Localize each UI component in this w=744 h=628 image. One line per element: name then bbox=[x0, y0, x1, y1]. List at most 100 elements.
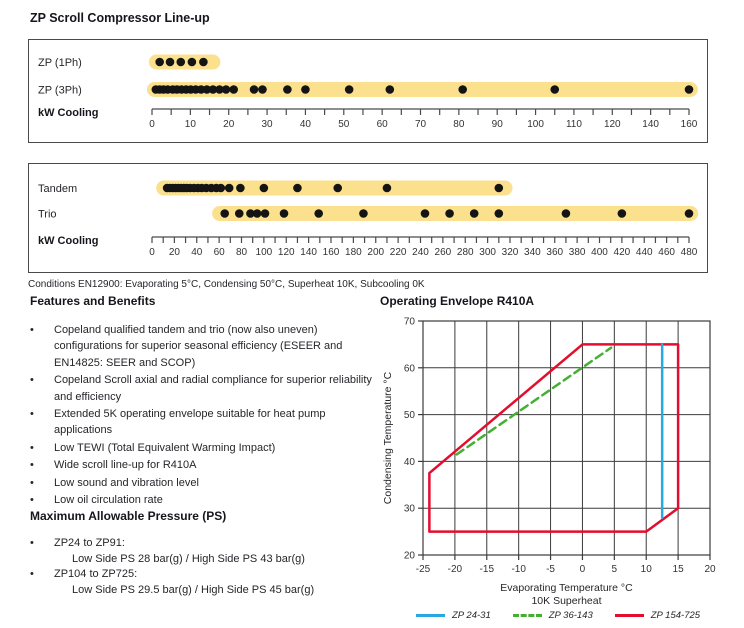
envelope-legend: ZP 24-31 ZP 36-143 ZP 154-725 bbox=[416, 610, 736, 621]
data-dot bbox=[246, 209, 255, 218]
data-dot bbox=[249, 85, 259, 94]
pressure-item: • ZP104 to ZP725: Low Side PS 29.5 bar(g) … bbox=[30, 567, 376, 598]
feature-item: • Low sound and vibration level bbox=[30, 475, 376, 491]
legend-line-swatch bbox=[614, 614, 644, 617]
features-list: • Copeland qualified tandem and trio (now… bbox=[30, 322, 376, 508]
data-dot bbox=[236, 183, 245, 193]
tick-label: 50 bbox=[338, 119, 350, 130]
pressure-values: Low Side PS 29.5 bar(g) / High Side PS 4… bbox=[72, 583, 315, 596]
features-heading: Features and Benefits bbox=[30, 294, 156, 308]
data-dot bbox=[684, 85, 694, 94]
data-dot bbox=[617, 209, 627, 218]
tick-label: 300 bbox=[479, 247, 496, 258]
series-zp-36-143 bbox=[455, 346, 613, 456]
lineup-multi-plot: Tandem Trio kW Cooling 0 20 40 60 80 100 120 140 16… bbox=[38, 180, 699, 258]
x-axis-title: Evaporating Temperature °C bbox=[500, 582, 633, 594]
tick-label: 140 bbox=[300, 247, 317, 258]
data-dot bbox=[199, 57, 208, 67]
tick-label: 320 bbox=[502, 247, 519, 258]
data-dot bbox=[494, 183, 504, 193]
pressure-item: • ZP24 to ZP91: Low Side PS 28 bar(g) / Hi… bbox=[30, 536, 376, 567]
data-dot bbox=[220, 209, 230, 218]
page-title: ZP Scroll Compressor Line-up bbox=[30, 11, 210, 25]
tick-label: 120 bbox=[604, 119, 621, 130]
data-dot bbox=[165, 57, 175, 67]
row-label: ZP (3Ph) bbox=[38, 85, 82, 97]
data-dot bbox=[344, 85, 354, 94]
x-axis-subtitle: 10K Superheat bbox=[531, 595, 601, 607]
bullet-marker: • bbox=[30, 568, 34, 581]
data-dot bbox=[420, 209, 430, 218]
tick-label: 70 bbox=[415, 119, 427, 130]
legend-item: ZP 36-143 bbox=[512, 610, 593, 621]
feature-item: • Wide scroll line-up for R410A bbox=[30, 457, 376, 473]
tick-label: 380 bbox=[569, 247, 586, 258]
legend-item: ZP 24-31 bbox=[416, 610, 491, 621]
data-dot bbox=[684, 209, 694, 218]
data-dot bbox=[314, 209, 323, 218]
tick-label: 160 bbox=[323, 247, 340, 258]
axis-title: kW Cooling bbox=[38, 107, 99, 119]
tick-label: 240 bbox=[412, 247, 429, 258]
feature-item: • Copeland Scroll axial and radial compli… bbox=[30, 372, 376, 405]
data-dot bbox=[561, 209, 571, 218]
tick-label: 0 bbox=[149, 247, 155, 258]
tick-label: 80 bbox=[453, 119, 465, 130]
data-dot bbox=[458, 85, 467, 94]
row-label: Tandem bbox=[38, 183, 77, 195]
legend-line-swatch bbox=[512, 614, 542, 617]
tick-label: 0 bbox=[149, 119, 155, 130]
legend-label: ZP 24-31 bbox=[452, 610, 491, 621]
data-dot bbox=[208, 85, 218, 94]
x-tick-label: -5 bbox=[546, 564, 555, 575]
data-dot bbox=[469, 209, 479, 218]
bullet-marker: • bbox=[30, 441, 34, 454]
right-column: Operating Envelope R410A -25 -20 -15 -10 -5 0… bbox=[380, 294, 736, 621]
tick-label: 40 bbox=[300, 119, 312, 130]
x-tick-label: 20 bbox=[704, 564, 716, 575]
data-dot bbox=[279, 209, 289, 218]
y-axis-title: Condensing Temperature °C bbox=[382, 371, 394, 504]
x-tick-label: 0 bbox=[580, 564, 586, 575]
data-dot bbox=[258, 85, 267, 94]
legend-line-swatch bbox=[416, 614, 445, 617]
pressure-range: ZP24 to ZP91: bbox=[54, 537, 125, 550]
data-dot bbox=[445, 209, 454, 218]
tick-label: 20 bbox=[223, 119, 235, 130]
axis-title: kW Cooling bbox=[38, 235, 99, 247]
data-dot bbox=[229, 85, 239, 94]
x-tick-label: 10 bbox=[641, 564, 653, 575]
series-zp-154-725 bbox=[428, 343, 680, 533]
pressure-range: ZP104 to ZP725: bbox=[54, 568, 138, 581]
feature-text: Low oil circulation rate bbox=[54, 494, 163, 507]
tick-label: 200 bbox=[367, 247, 384, 258]
data-dot bbox=[382, 183, 392, 193]
feature-text: Low sound and vibration level bbox=[54, 476, 199, 489]
tick-label: 220 bbox=[390, 247, 407, 258]
row-label: ZP (1Ph) bbox=[38, 57, 82, 69]
feature-text: Copeland Scroll axial and radial complia… bbox=[54, 374, 372, 403]
tick-label: 400 bbox=[591, 247, 608, 258]
legend-label: ZP 36-143 bbox=[548, 610, 593, 621]
highlight-band bbox=[146, 82, 698, 97]
lineup-single-chart: ZP (1Ph) ZP (3Ph) kW Cooling 0 10 20 30 40 50 60 7… bbox=[28, 39, 708, 143]
tick-label: 90 bbox=[492, 119, 504, 130]
feature-text: Copeland qualified tandem and trio (now … bbox=[54, 324, 343, 369]
data-dot bbox=[283, 85, 292, 94]
tick-label: 60 bbox=[214, 247, 226, 258]
data-dot bbox=[385, 85, 395, 94]
data-dot bbox=[187, 57, 197, 67]
tick-label: 20 bbox=[169, 247, 181, 258]
lineup-single-plot: ZP (1Ph) ZP (3Ph) kW Cooling 0 10 20 30 40 50 60 7… bbox=[38, 54, 698, 130]
data-dot bbox=[333, 183, 343, 193]
feature-text: Extended 5K operating envelope suitable … bbox=[54, 408, 326, 437]
bullet-marker: • bbox=[30, 494, 34, 507]
data-dot bbox=[224, 183, 234, 193]
bullet-marker: • bbox=[30, 476, 34, 489]
feature-item: • Low oil circulation rate bbox=[30, 492, 376, 508]
highlight-band bbox=[212, 206, 699, 221]
feature-text: Wide scroll line-up for R410A bbox=[54, 459, 197, 472]
feature-item: • Extended 5K operating envelope suitable… bbox=[30, 406, 376, 439]
data-dot bbox=[359, 209, 368, 218]
